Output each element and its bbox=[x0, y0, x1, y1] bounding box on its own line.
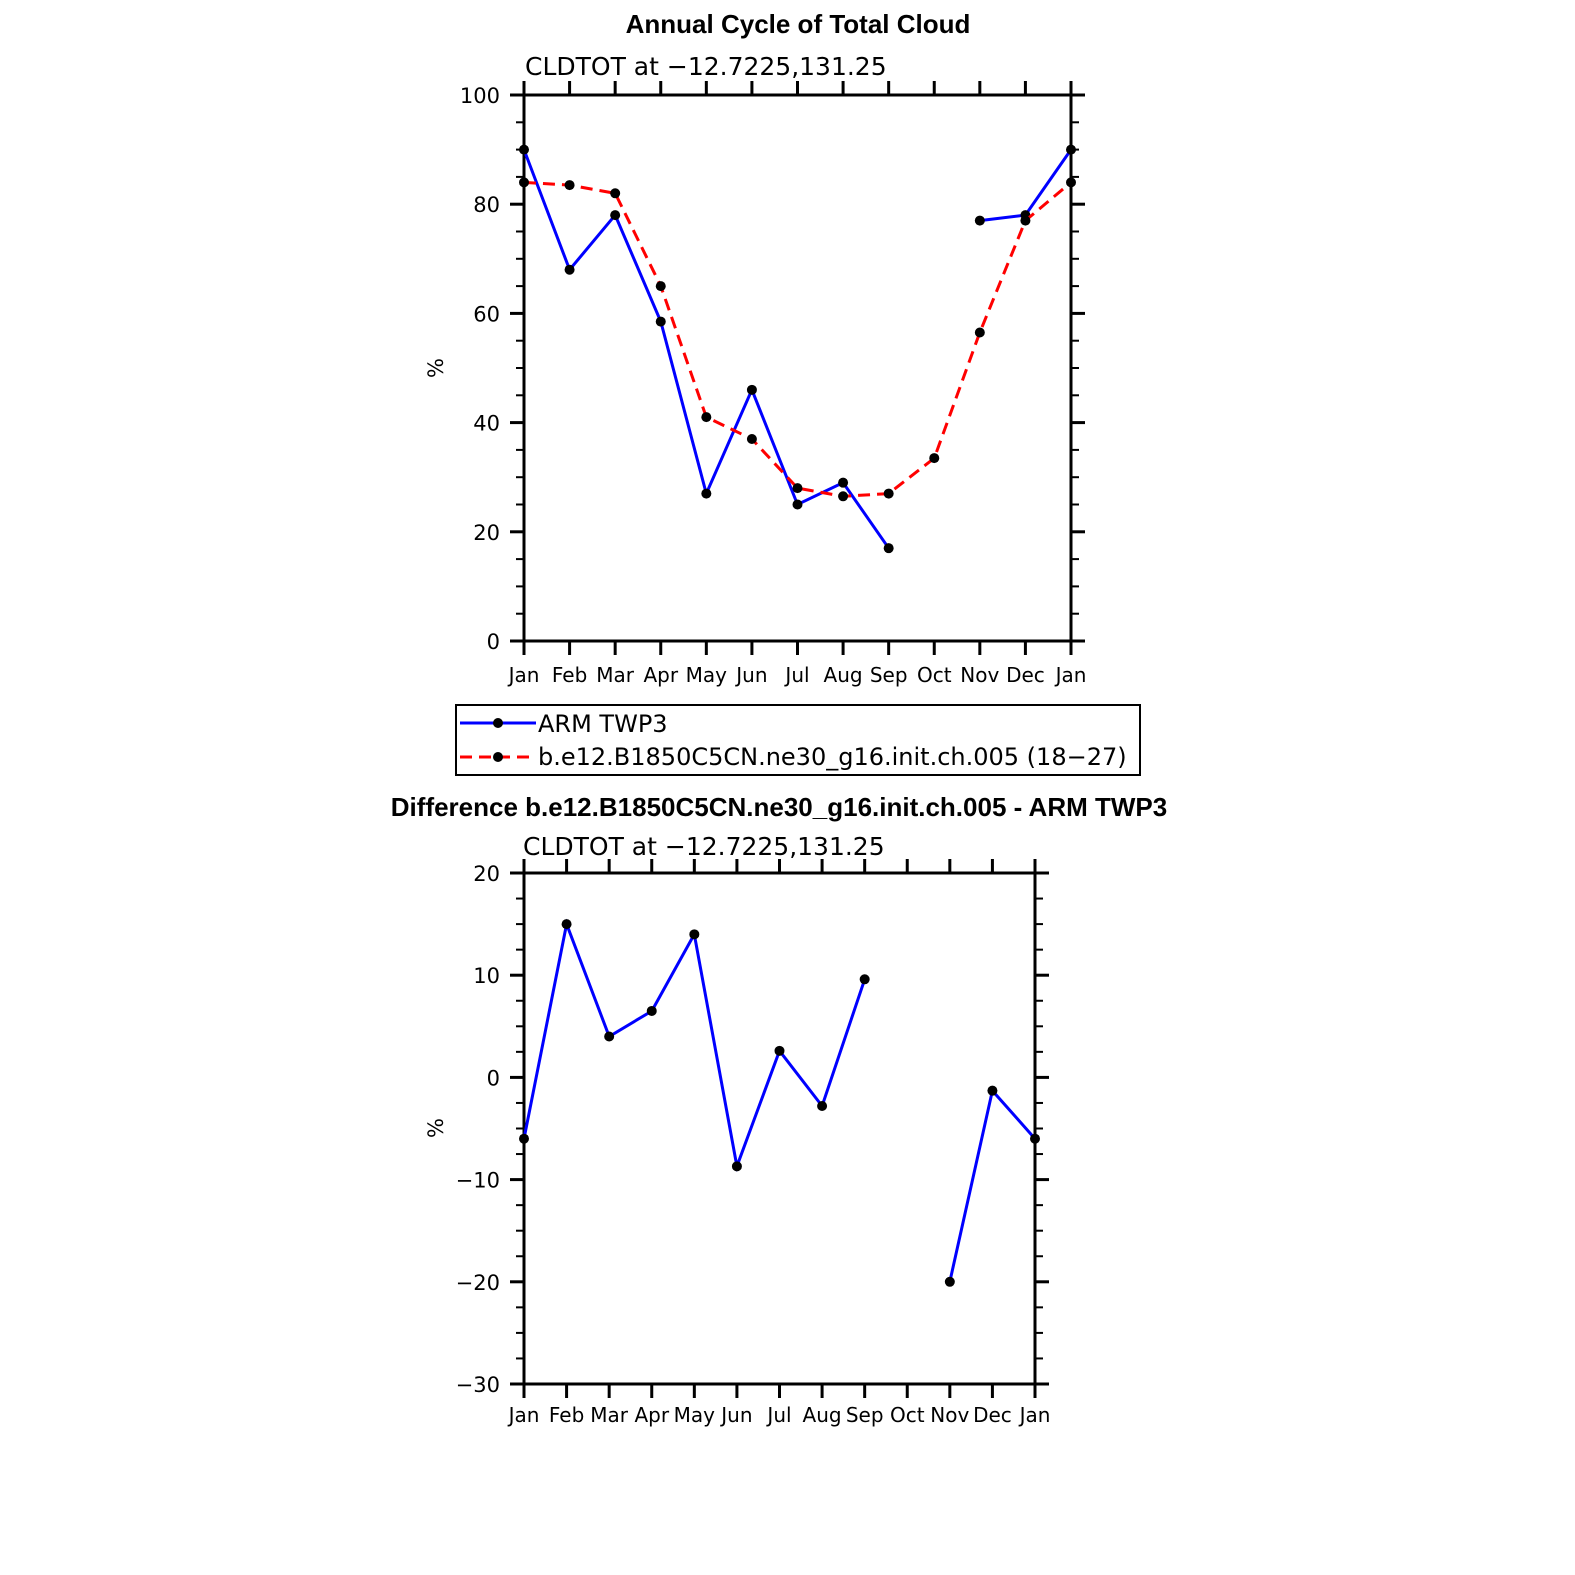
y-tick-label: −10 bbox=[456, 1169, 500, 1193]
x-tick-label: Oct bbox=[917, 663, 952, 687]
data-point bbox=[792, 483, 803, 494]
x-tick-label: Aug bbox=[803, 1403, 842, 1427]
y-tick-label: −30 bbox=[456, 1373, 500, 1397]
x-tick-label: Jun bbox=[719, 1403, 752, 1427]
x-tick-label: Sep bbox=[846, 1403, 884, 1427]
data-point bbox=[838, 491, 849, 502]
data-point bbox=[655, 281, 666, 292]
y-tick-label: 10 bbox=[473, 964, 500, 988]
data-point bbox=[701, 488, 712, 499]
x-tick-label: Feb bbox=[549, 1403, 584, 1427]
data-point bbox=[519, 144, 529, 155]
data-point bbox=[1030, 1133, 1040, 1144]
x-tick-label: Dec bbox=[1006, 663, 1045, 687]
data-point bbox=[689, 929, 700, 940]
data-point bbox=[1020, 215, 1031, 226]
legend-marker-model bbox=[493, 752, 503, 762]
x-tick-label: Nov bbox=[930, 1403, 969, 1427]
series-line bbox=[523, 180, 1072, 498]
chart-2-title: Difference b.e12.B1850C5CN.ne30_g16.init… bbox=[391, 792, 1167, 822]
x-tick-label: Jan bbox=[1018, 1403, 1051, 1427]
legend-label-model: b.e12.B1850C5CN.ne30_g16.init.ch.005 (18… bbox=[538, 743, 1127, 771]
chart-1-plot-area: 0 20 40 60 80 100 Jan Feb Mar Apr May Jun Jul Aug Sep O… bbox=[460, 81, 1087, 687]
data-point bbox=[883, 488, 894, 499]
data-point bbox=[561, 919, 572, 930]
data-point bbox=[929, 453, 940, 464]
data-point bbox=[646, 1005, 657, 1016]
data-point bbox=[792, 499, 803, 510]
data-point bbox=[774, 1045, 785, 1056]
data-point bbox=[564, 264, 575, 275]
data-point bbox=[859, 974, 870, 985]
x-tick-label: Jun bbox=[734, 663, 767, 687]
chart-2-ylabel: % bbox=[424, 1118, 448, 1138]
x-tick-label: Mar bbox=[596, 663, 635, 687]
series-line bbox=[522, 918, 867, 1172]
x-tick-label: Oct bbox=[890, 1403, 925, 1427]
chart-1-subtitle: CLDTOT at −12.7225,131.25 bbox=[525, 52, 887, 81]
data-point bbox=[610, 210, 621, 221]
series-line bbox=[948, 1087, 1037, 1283]
data-point bbox=[701, 412, 712, 423]
x-tick-label: Jan bbox=[1054, 663, 1087, 687]
data-point bbox=[655, 316, 666, 327]
y-tick-label: 20 bbox=[473, 862, 500, 886]
x-tick-label: Jan bbox=[507, 663, 540, 687]
chart-2-subtitle: CLDTOT at −12.7225,131.25 bbox=[523, 832, 885, 861]
plot-frame bbox=[522, 871, 1037, 1386]
x-tick-label: Jul bbox=[783, 663, 809, 687]
chart-1-ylabel: % bbox=[424, 358, 448, 378]
data-point bbox=[519, 177, 529, 188]
chart-1-legend: ARM TWP3 b.e12.B1850C5CN.ne30_g16.init.c… bbox=[455, 704, 1141, 776]
data-point bbox=[1066, 177, 1076, 188]
data-point bbox=[944, 1276, 955, 1287]
data-point bbox=[604, 1031, 615, 1042]
x-tick-label: Mar bbox=[590, 1403, 629, 1427]
series-line bbox=[979, 148, 1073, 223]
x-tick-label: May bbox=[674, 1403, 716, 1427]
y-tick-label: 100 bbox=[460, 84, 500, 108]
data-point bbox=[817, 1101, 828, 1112]
x-tick-label: Apr bbox=[643, 663, 678, 687]
y-tick-label: 0 bbox=[487, 1066, 500, 1090]
data-point bbox=[564, 180, 575, 191]
y-tick-label: −20 bbox=[456, 1271, 500, 1295]
y-tick-label: 40 bbox=[473, 412, 500, 436]
y-tick-label: 20 bbox=[473, 521, 500, 545]
chart-2-plot-area: −30 −20 −10 0 10 20 Jan Feb Mar Apr May Jun Jul Aug Se… bbox=[456, 859, 1051, 1427]
data-point bbox=[883, 543, 894, 554]
series-line bbox=[522, 149, 890, 550]
x-tick-label: Feb bbox=[552, 663, 587, 687]
x-tick-label: Sep bbox=[870, 663, 908, 687]
x-tick-label: Nov bbox=[960, 663, 999, 687]
x-tick-label: May bbox=[686, 663, 728, 687]
y-tick-label: 60 bbox=[473, 302, 500, 326]
chart-1-title: Annual Cycle of Total Cloud bbox=[626, 9, 971, 39]
data-point bbox=[1066, 144, 1076, 155]
x-tick-label: Dec bbox=[973, 1403, 1012, 1427]
data-point bbox=[519, 1133, 529, 1144]
x-tick-label: Jul bbox=[765, 1403, 791, 1427]
data-point bbox=[610, 188, 621, 199]
data-point bbox=[987, 1085, 998, 1096]
plot-frame bbox=[522, 93, 1073, 643]
data-point bbox=[974, 215, 985, 226]
x-tick-label: Jan bbox=[507, 1403, 540, 1427]
y-tick-label: 0 bbox=[487, 630, 500, 654]
data-point bbox=[746, 433, 757, 444]
data-point bbox=[974, 327, 985, 338]
legend-box bbox=[455, 704, 1141, 776]
data-point bbox=[746, 384, 757, 395]
legend-marker-arm-twp3 bbox=[493, 718, 503, 728]
x-tick-label: Aug bbox=[824, 663, 863, 687]
x-tick-label: Apr bbox=[634, 1403, 669, 1427]
data-point bbox=[838, 477, 849, 488]
data-point bbox=[731, 1161, 742, 1172]
legend-label-arm-twp3: ARM TWP3 bbox=[538, 710, 668, 738]
y-tick-label: 80 bbox=[473, 193, 500, 217]
